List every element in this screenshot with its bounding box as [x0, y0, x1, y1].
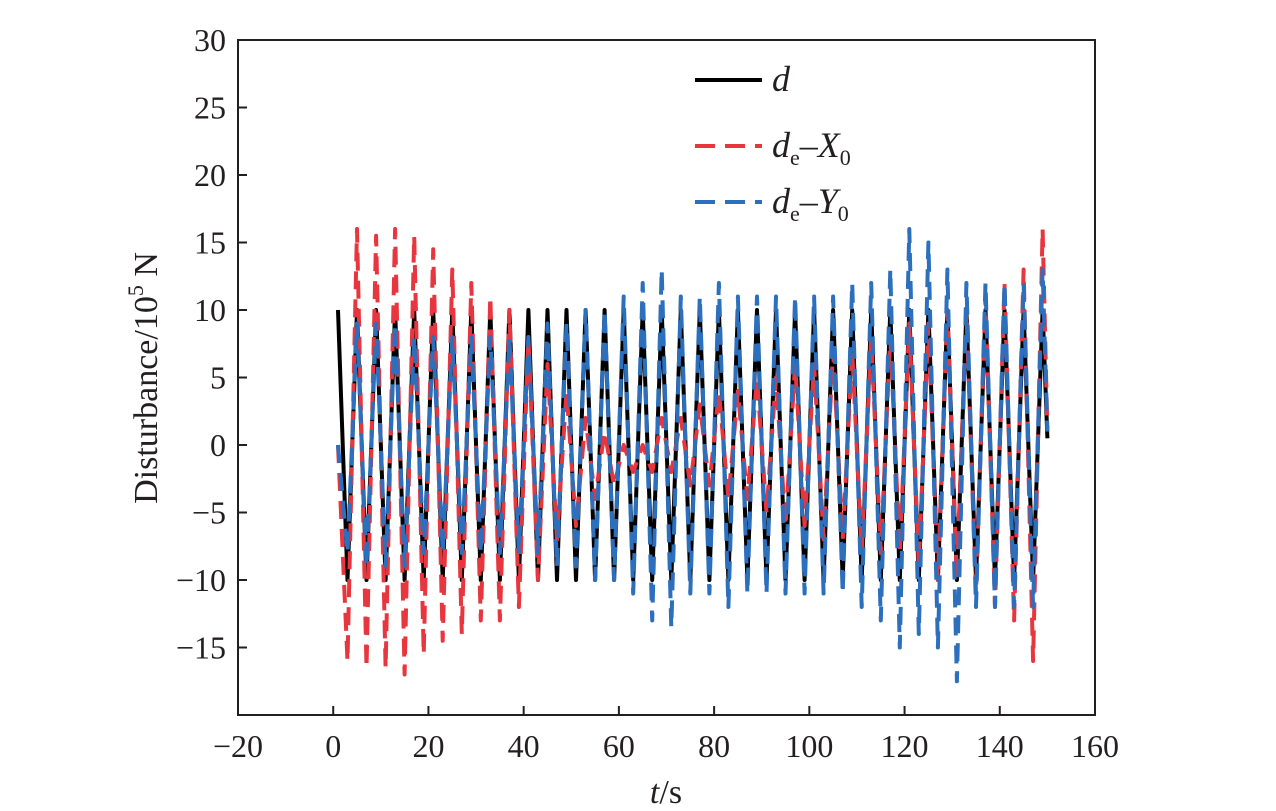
y-tick-label: −10 — [176, 562, 226, 598]
x-tick-label: 100 — [785, 728, 833, 764]
y-tick-label: 15 — [194, 225, 226, 261]
x-tick-label: 160 — [1071, 728, 1119, 764]
y-tick-label: 5 — [210, 360, 226, 396]
x-tick-label: 60 — [603, 728, 635, 764]
legend-label-de-x0: de–X0 — [772, 125, 851, 170]
legend-label-de-y0: de–Y0 — [772, 181, 849, 226]
x-tick-label: 0 — [325, 728, 341, 764]
plot-lines — [336, 227, 1050, 684]
y-tick-label: 20 — [194, 157, 226, 193]
legend-entry-de-y0: de–Y0 — [695, 181, 849, 226]
x-tick-label: 20 — [412, 728, 444, 764]
y-tick-label: 30 — [194, 22, 226, 58]
legend-label-d: d — [772, 59, 791, 99]
y-tick-label: −15 — [176, 630, 226, 666]
y-tick-label: 25 — [194, 90, 226, 126]
series-line — [336, 227, 1050, 684]
legend-entry-d: d — [695, 59, 791, 99]
legend: d de–X0 de–Y0 — [695, 59, 851, 226]
plot-frame — [237, 39, 1096, 716]
y-axis-label: Disturbance/105 N — [123, 252, 165, 504]
x-axis: −20 0 20 40 60 80 100 120 140 160 — [213, 706, 1119, 764]
x-tick-label: 140 — [976, 728, 1024, 764]
x-tick-label: 80 — [698, 728, 730, 764]
series-de-y0 — [336, 227, 1050, 684]
x-tick-label: 40 — [508, 728, 540, 764]
y-axis: −15 −10 −5 0 5 10 15 20 25 30 — [176, 22, 247, 666]
x-tick-label: −20 — [213, 728, 263, 764]
y-tick-label: 10 — [194, 292, 226, 328]
legend-entry-de-x0: de–X0 — [695, 125, 851, 170]
y-tick-label: −5 — [192, 495, 226, 531]
x-axis-label: t/s — [650, 774, 682, 811]
x-tick-label: 120 — [881, 728, 929, 764]
y-tick-label: 0 — [210, 427, 226, 463]
